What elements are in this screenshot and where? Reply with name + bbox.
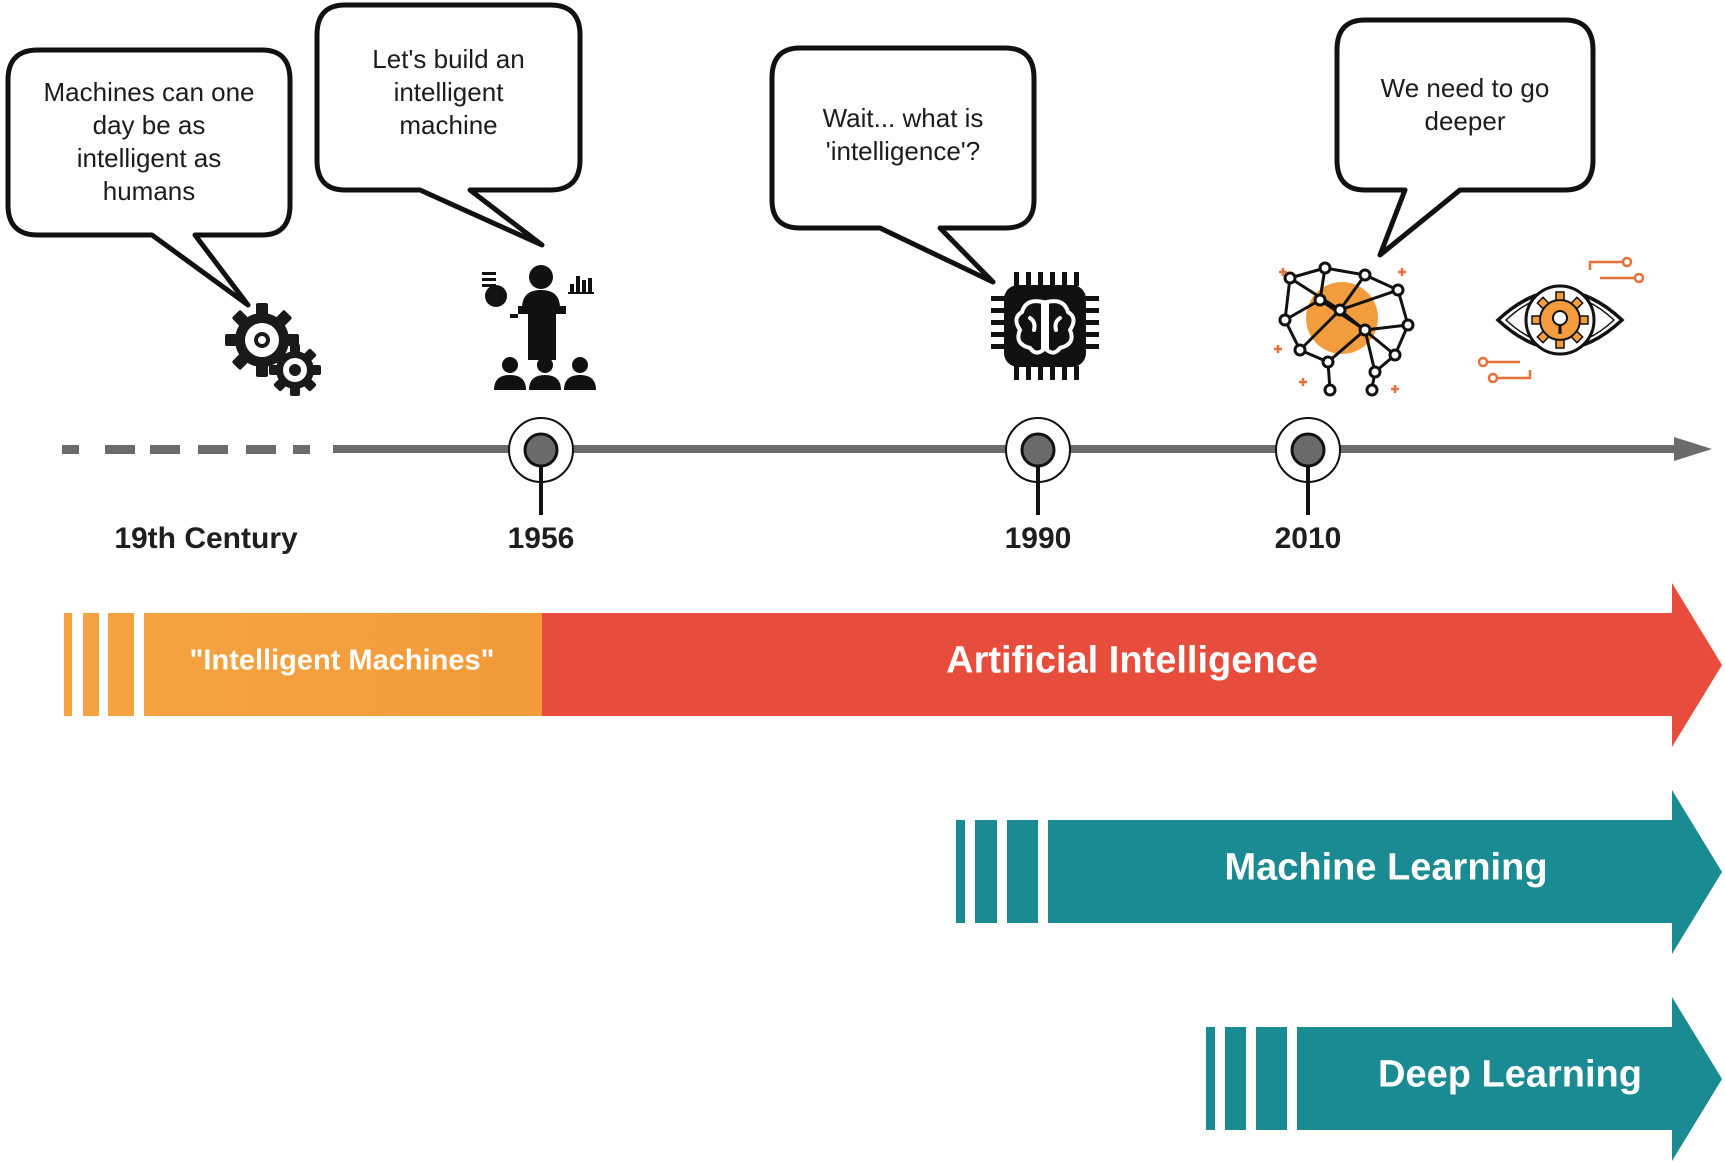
speech-bubble-1990 [769, 45, 1037, 285]
timeline-label-1990: 1990 [1004, 522, 1072, 555]
speech-bubble-1956 [314, 2, 583, 248]
band-intelligent-machines [64, 613, 542, 716]
bubble-text-19th-century: Machines can one day be as intelligent a… [43, 77, 255, 206]
gears-icon [225, 303, 321, 396]
timeline-arrowhead [1674, 437, 1712, 461]
speech-bubble-2010 [1334, 17, 1596, 258]
band-label-artificial-intelligence: Artificial Intelligence [946, 639, 1318, 682]
band-artificial-intelligence [542, 583, 1722, 747]
timeline-marker-1990 [1005, 417, 1071, 515]
band-label-machine-learning: Machine Learning [1224, 846, 1548, 889]
band-machine-learning [956, 790, 1722, 954]
timeline-marker-1956 [508, 417, 574, 515]
band-label-intelligent-machines: "Intelligent Machines" [189, 644, 495, 677]
brain-chip-icon [991, 272, 1099, 380]
eye-gear-icon [1477, 256, 1645, 384]
bubble-text-2010: We need to go deeper [1380, 73, 1550, 136]
speech-bubble-19th-century [5, 47, 293, 308]
timeline-label-1956: 1956 [507, 522, 575, 555]
band-label-deep-learning: Deep Learning [1378, 1053, 1642, 1096]
timeline-label-19th-century: 19th Century [114, 522, 298, 555]
presenter-audience-icon [482, 265, 596, 390]
neural-network-icon [1274, 261, 1415, 397]
band-deep-learning [1206, 997, 1722, 1161]
timeline-axis [62, 437, 1712, 461]
bubble-text-1956: Let's build an intelligent machine [372, 44, 525, 140]
timeline-label-2010: 2010 [1274, 522, 1342, 555]
timeline-marker-2010 [1275, 417, 1341, 515]
bubble-text-1990: Wait... what is 'intelligence'? [822, 103, 984, 166]
